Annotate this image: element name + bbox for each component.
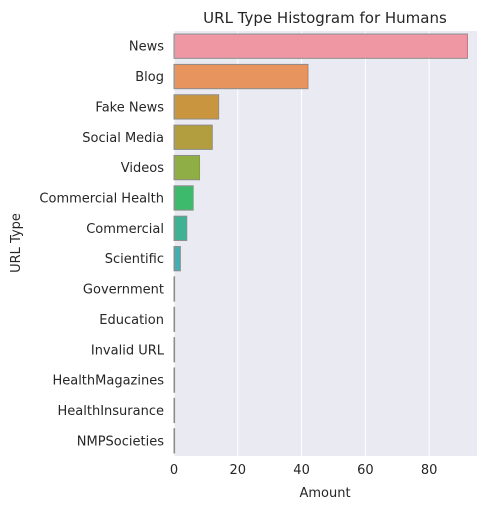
category-label: Commercial bbox=[86, 222, 164, 237]
y-axis-label: URL Type bbox=[9, 213, 24, 273]
bar bbox=[173, 94, 220, 120]
x-axis-label: Amount bbox=[299, 486, 350, 501]
category-label: NMPSocieties bbox=[77, 434, 164, 449]
category-labels: News Blog Fake News Social Media Videos Comme… bbox=[39, 40, 164, 450]
bars bbox=[173, 33, 468, 454]
category-label: Invalid URL bbox=[91, 343, 165, 358]
bar bbox=[173, 215, 188, 241]
category-label: Government bbox=[83, 283, 164, 298]
category-label: Videos bbox=[121, 161, 164, 176]
bar bbox=[173, 33, 468, 59]
bar bbox=[173, 185, 194, 211]
category-label: HealthInsurance bbox=[58, 404, 164, 419]
chart-title: URL Type Histogram for Humans bbox=[203, 9, 447, 27]
x-tick-label: 0 bbox=[170, 463, 178, 478]
bar bbox=[173, 246, 181, 272]
bar bbox=[173, 154, 201, 181]
bar bbox=[173, 428, 176, 454]
x-tick-label: 60 bbox=[357, 463, 374, 478]
bar bbox=[173, 63, 309, 90]
x-tick-label: 80 bbox=[421, 463, 438, 478]
category-label: Education bbox=[99, 313, 164, 328]
x-tick-labels: 0 20 40 60 80 bbox=[170, 463, 438, 478]
plot-background bbox=[174, 31, 477, 456]
bar bbox=[173, 397, 176, 424]
category-label: Commercial Health bbox=[39, 191, 164, 206]
bar bbox=[173, 367, 176, 393]
category-label: Blog bbox=[135, 70, 164, 85]
category-label: News bbox=[129, 40, 164, 55]
x-tick-label: 40 bbox=[293, 463, 310, 478]
category-label: Fake News bbox=[95, 100, 164, 115]
x-tick-label: 20 bbox=[230, 463, 247, 478]
category-label: HealthMagazines bbox=[52, 374, 164, 389]
bar bbox=[173, 124, 213, 150]
category-label: Scientific bbox=[105, 252, 164, 267]
bar bbox=[173, 306, 176, 333]
category-label: Social Media bbox=[82, 131, 164, 146]
bar bbox=[173, 276, 176, 302]
bar bbox=[173, 337, 176, 363]
